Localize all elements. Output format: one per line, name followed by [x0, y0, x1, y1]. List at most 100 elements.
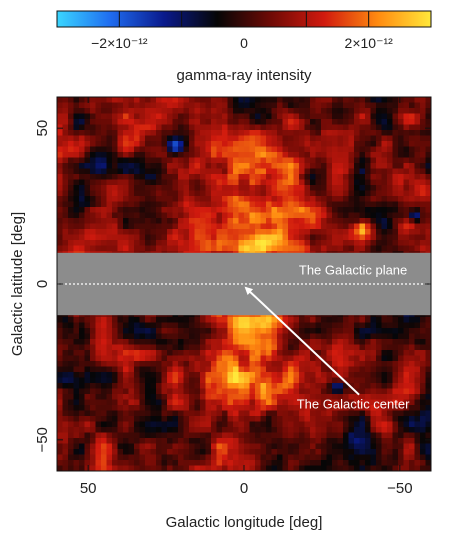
heatmap-cell — [260, 146, 267, 153]
heatmap-cell — [112, 168, 119, 175]
heatmap-cell — [348, 146, 355, 153]
heatmap-cell — [172, 168, 179, 175]
heatmap-cell — [293, 157, 300, 164]
heatmap-cell — [117, 234, 124, 241]
heatmap-cell — [249, 339, 256, 346]
heatmap-cell — [145, 416, 152, 423]
heatmap-cell — [326, 245, 333, 252]
heatmap-cell — [266, 168, 273, 175]
heatmap-cell — [277, 388, 284, 395]
heatmap-cell — [227, 113, 234, 120]
heatmap-cell — [315, 229, 322, 236]
heatmap-cell — [321, 465, 328, 471]
heatmap-cell — [84, 322, 91, 329]
heatmap-cell — [277, 157, 284, 164]
heatmap-cell — [161, 416, 168, 423]
heatmap-cell — [62, 97, 69, 104]
heatmap-cell — [101, 223, 108, 230]
heatmap-cell — [365, 130, 372, 137]
heatmap-cell — [304, 234, 311, 241]
heatmap-cell — [409, 421, 416, 428]
heatmap-cell — [326, 339, 333, 346]
heatmap-cell — [73, 146, 80, 153]
heatmap-cell — [167, 240, 174, 247]
heatmap-cell — [216, 152, 223, 159]
heatmap-cell — [112, 333, 119, 340]
heatmap-cell — [238, 124, 245, 131]
heatmap-cell — [266, 223, 273, 230]
heatmap-cell — [73, 355, 80, 362]
heatmap-cell — [425, 432, 431, 439]
heatmap-cell — [211, 438, 218, 445]
heatmap-cell — [354, 130, 361, 137]
heatmap-cell — [106, 460, 113, 467]
heatmap-cell — [315, 328, 322, 335]
heatmap-cell — [178, 223, 185, 230]
heatmap-cell — [68, 372, 75, 379]
heatmap-cell — [293, 322, 300, 329]
heatmap-cell — [189, 438, 196, 445]
heatmap-cell — [354, 383, 361, 390]
heatmap-cell — [112, 410, 119, 417]
heatmap-cell — [211, 124, 218, 131]
heatmap-cell — [244, 185, 251, 192]
heatmap-cell — [101, 135, 108, 142]
heatmap-cell — [57, 355, 64, 362]
heatmap-cell — [370, 240, 377, 247]
heatmap-cell — [79, 212, 86, 219]
heatmap-cell — [244, 190, 251, 197]
heatmap-cell — [277, 361, 284, 368]
heatmap-cell — [106, 168, 113, 175]
heatmap-cell — [299, 438, 306, 445]
heatmap-cell — [106, 179, 113, 186]
heatmap-cell — [90, 449, 97, 456]
heatmap-cell — [277, 454, 284, 461]
heatmap-cell — [398, 350, 405, 357]
heatmap-cell — [244, 432, 251, 439]
heatmap-cell — [73, 102, 80, 109]
heatmap-cell — [194, 328, 201, 335]
heatmap-cell — [123, 350, 130, 357]
heatmap-cell — [161, 174, 168, 181]
heatmap-cell — [134, 416, 141, 423]
heatmap-cell — [200, 443, 207, 450]
heatmap-cell — [299, 443, 306, 450]
heatmap-cell — [277, 322, 284, 329]
heatmap-cell — [249, 146, 256, 153]
heatmap-cell — [315, 465, 322, 471]
heatmap-cell — [337, 196, 344, 203]
heatmap-cell — [266, 157, 273, 164]
heatmap-cell — [189, 196, 196, 203]
heatmap-cell — [101, 377, 108, 384]
heatmap-cell — [128, 333, 135, 340]
heatmap-cell — [238, 432, 245, 439]
heatmap-cell — [266, 108, 273, 115]
heatmap-cell — [354, 185, 361, 192]
heatmap-cell — [62, 141, 69, 148]
heatmap-cell — [112, 119, 119, 126]
heatmap-cell — [348, 344, 355, 351]
heatmap-cell — [249, 207, 256, 214]
heatmap-cell — [255, 449, 262, 456]
heatmap-cell — [156, 212, 163, 219]
heatmap-cell — [123, 168, 130, 175]
heatmap-cell — [205, 174, 212, 181]
heatmap-cell — [266, 322, 273, 329]
heatmap-cell — [90, 163, 97, 170]
heatmap-cell — [62, 108, 69, 115]
heatmap-cell — [128, 432, 135, 439]
heatmap-cell — [145, 190, 152, 197]
heatmap-cell — [84, 196, 91, 203]
heatmap-cell — [90, 377, 97, 384]
heatmap-cell — [321, 119, 328, 126]
heatmap-cell — [249, 201, 256, 208]
heatmap-cell — [244, 245, 251, 252]
heatmap-cell — [95, 201, 102, 208]
heatmap-cell — [161, 108, 168, 115]
heatmap-cell — [139, 322, 146, 329]
heatmap-cell — [167, 234, 174, 241]
heatmap-cell — [216, 185, 223, 192]
heatmap-cell — [359, 223, 366, 230]
heatmap-cell — [161, 234, 168, 241]
heatmap-cell — [387, 366, 394, 373]
